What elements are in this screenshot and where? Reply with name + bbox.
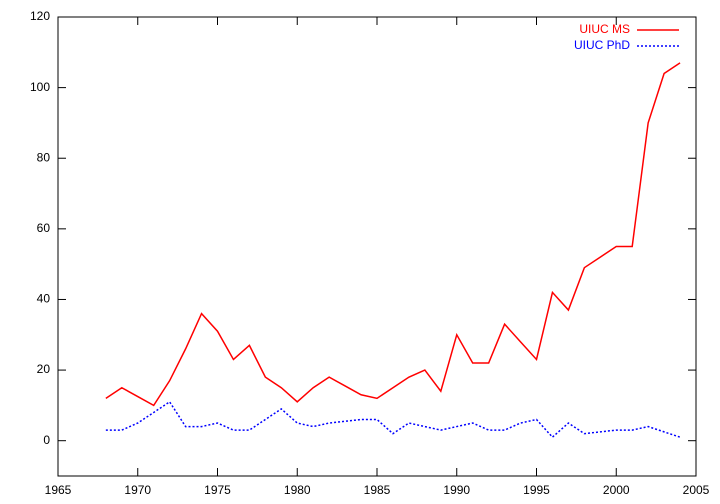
y-tick-label: 100 <box>30 80 50 94</box>
y-tick-label: 0 <box>43 433 50 447</box>
y-tick-label: 60 <box>37 221 51 235</box>
y-tick-label: 40 <box>37 292 51 306</box>
x-tick-label: 1965 <box>45 483 72 497</box>
y-tick-label: 80 <box>37 150 51 164</box>
y-tick-label: 120 <box>30 9 50 23</box>
legend-label: UIUC PhD <box>574 38 630 52</box>
x-tick-label: 1995 <box>523 483 550 497</box>
series-line <box>105 62 681 407</box>
legend-label: UIUC MS <box>579 22 630 36</box>
y-tick-label: 20 <box>37 362 51 376</box>
x-tick-label: 2000 <box>603 483 630 497</box>
x-tick-label: 1980 <box>284 483 311 497</box>
x-tick-label: 2005 <box>683 483 710 497</box>
x-tick-label: 1985 <box>364 483 391 497</box>
x-tick-label: 1975 <box>204 483 231 497</box>
plot-frame <box>57 16 697 477</box>
x-tick-label: 1990 <box>443 483 470 497</box>
series-line <box>105 400 681 439</box>
x-tick-label: 1970 <box>124 483 151 497</box>
